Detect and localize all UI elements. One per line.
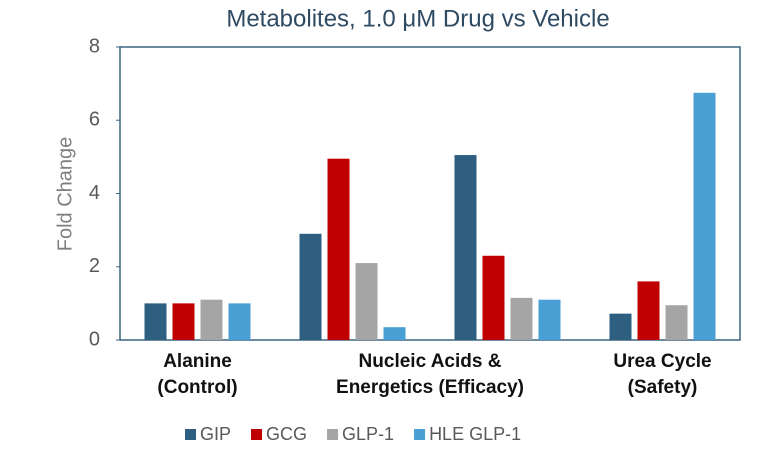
bar [609,313,632,340]
legend-label: GCG [266,424,307,444]
bar [200,299,223,340]
chart-title: Metabolites, 1.0 μM Drug vs Vehicle [226,5,609,32]
bar [665,305,688,340]
y-tick-label: 0 [89,328,100,350]
x-tick-label: Nucleic Acids & [359,351,502,372]
x-tick-label: Energetics (Efficacy) [336,377,524,398]
y-tick-label: 4 [89,182,100,204]
bar [172,303,195,340]
x-tick-label: Urea Cycle [613,351,711,372]
bar [144,303,167,340]
legend-swatch [327,429,339,440]
legend-swatch [414,429,426,440]
y-tick-label: 6 [89,109,100,131]
bar [327,158,350,340]
bar [454,155,477,340]
bar [693,92,716,340]
y-tick-label: 8 [89,35,100,57]
legend-label: HLE GLP-1 [429,424,521,444]
legend-swatch [185,429,196,440]
x-tick-label: (Safety) [628,377,698,398]
x-tick-label: (Control) [157,377,237,398]
bar [637,281,660,340]
bar [355,263,378,340]
y-tick-label: 2 [89,255,100,277]
legend-label: GIP [200,424,231,444]
bar [228,303,251,340]
bar [383,327,406,340]
bar [538,299,561,340]
legend-label: GLP-1 [342,424,394,444]
bar [510,297,533,340]
x-tick-label: Alanine [163,351,232,372]
bar [299,233,322,340]
legend-swatch [251,429,263,440]
y-axis-label: Fold Change [54,137,76,252]
bar [482,255,505,340]
